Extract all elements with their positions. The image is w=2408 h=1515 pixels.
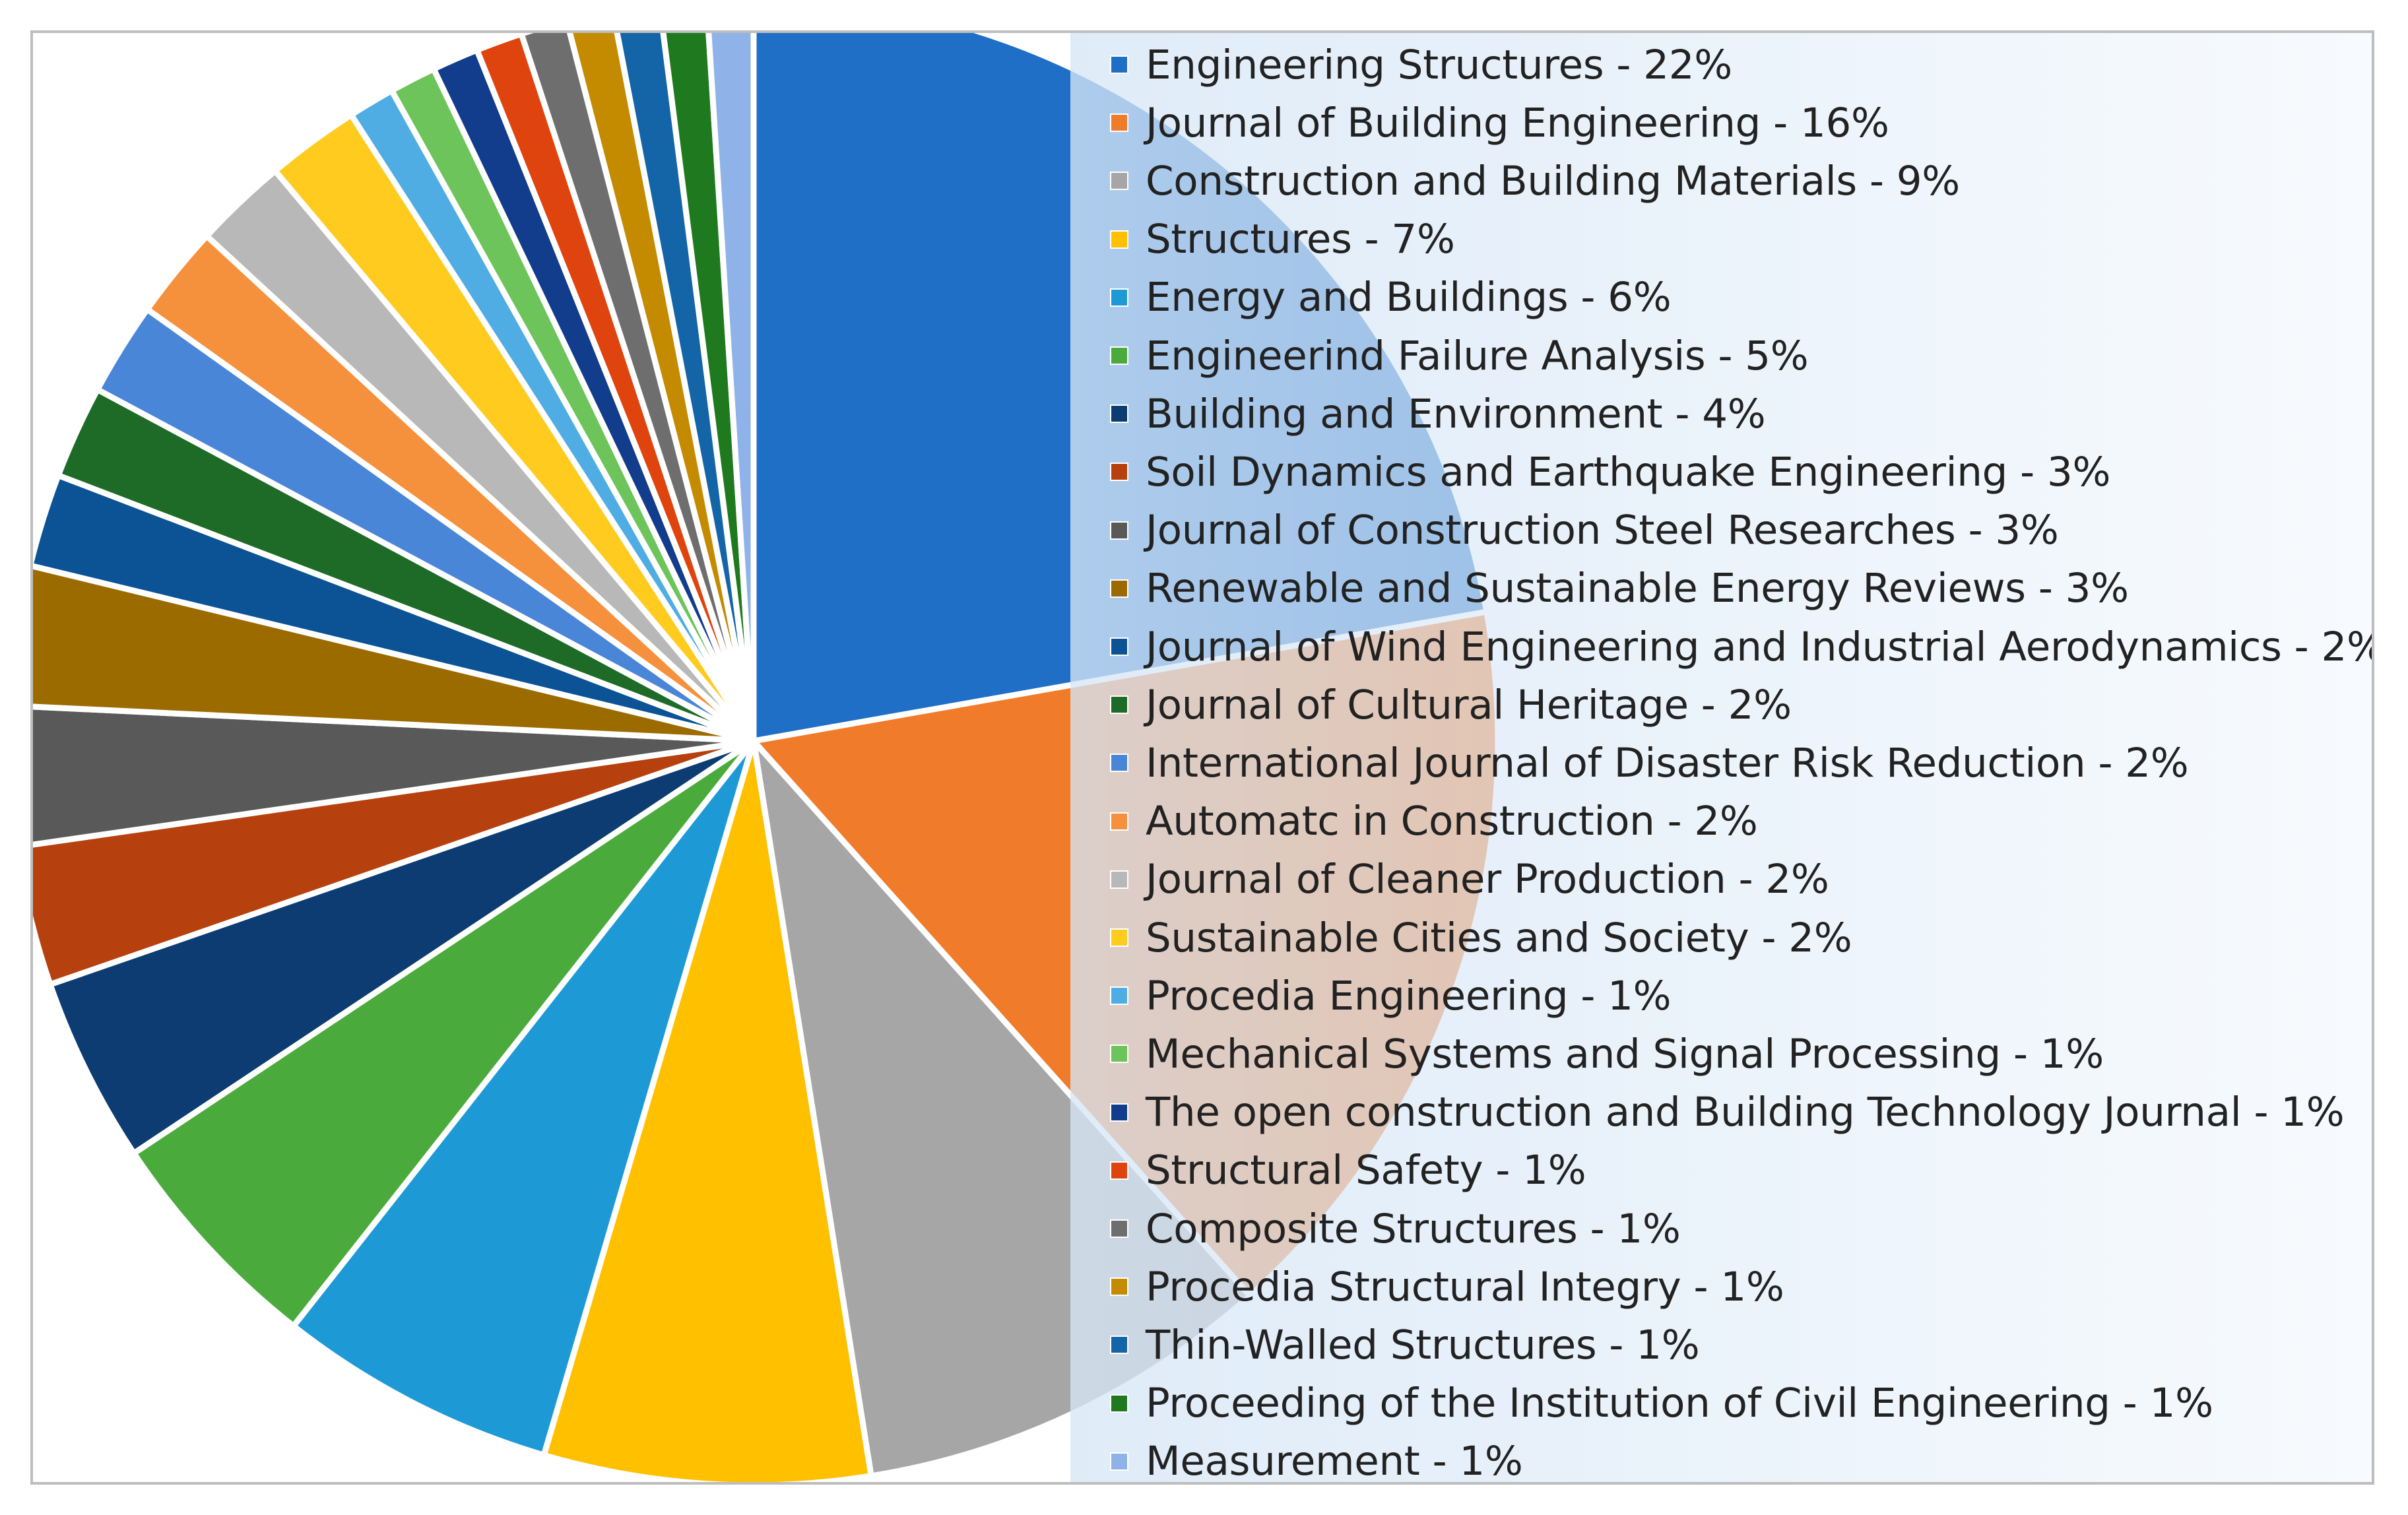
- legend-label: Journal of Cleaner Production - 2%: [1146, 856, 1829, 903]
- pie-slice-8: [33, 738, 757, 988]
- legend-swatch: [1110, 1161, 1128, 1180]
- legend-item-1: Engineering Structures - 22%: [1110, 36, 1732, 94]
- pie-slice-4: [540, 738, 874, 1482]
- legend-item-12: Journal of Cultural Heritage - 2%: [1110, 676, 1792, 734]
- legend-swatch: [1110, 521, 1128, 540]
- legend-item-9: Journal of Construction Steel Researches…: [1110, 501, 2059, 560]
- pie-slice-22: [566, 33, 757, 744]
- chart-frame: Engineering Structures - 22% Journal of B…: [30, 30, 2374, 1485]
- pie-slice-9: [33, 703, 757, 848]
- legend-swatch: [1110, 1103, 1128, 1122]
- legend-swatch: [1110, 986, 1128, 1006]
- legend-item-2: Journal of Building Engineering - 16%: [1110, 94, 1889, 152]
- legend-item-11: Journal of Wind Engineering and Industri…: [1110, 618, 2374, 676]
- legend-item-13: International Journal of Disaster Risk R…: [1110, 734, 2189, 792]
- legend-item-10: Renewable and Sustainable Energy Reviews…: [1110, 560, 2129, 618]
- legend-item-7: Building and Environment - 4%: [1110, 385, 1766, 443]
- legend-label: International Journal of Disaster Risk R…: [1146, 739, 2189, 787]
- pie-slice-6: [131, 738, 757, 1330]
- legend-swatch: [1110, 404, 1128, 424]
- legend-label: Renewable and Sustainable Energy Reviews…: [1146, 565, 2129, 612]
- legend-label: Engineerind Failure Analysis - 5%: [1146, 332, 1809, 379]
- legend-label: Composite Structures - 1%: [1146, 1205, 1681, 1252]
- legend-swatch: [1110, 1219, 1128, 1238]
- legend-swatch: [1110, 230, 1128, 249]
- legend-label: Soil Dynamics and Earthquake Engineering…: [1146, 448, 2111, 496]
- legend-label: Proceeding of the Institution of Civil E…: [1146, 1380, 2213, 1427]
- legend-swatch: [1110, 754, 1128, 773]
- legend-label: Mechanical Systems and Signal Processing…: [1146, 1030, 2104, 1078]
- pie-chart: [33, 33, 1501, 1482]
- legend-label: Structural Safety - 1%: [1146, 1147, 1586, 1194]
- legend-item-21: Composite Structures - 1%: [1110, 1200, 1681, 1258]
- legend-item-16: Sustainable Cities and Society - 2%: [1110, 909, 1852, 967]
- legend-swatch: [1110, 463, 1128, 482]
- legend-swatch: [1110, 637, 1128, 656]
- legend-label: Procedia Engineering - 1%: [1146, 972, 1672, 1019]
- legend-swatch: [1110, 1394, 1128, 1413]
- legend-item-3: Construction and Building Materials - 9%: [1110, 152, 1960, 210]
- pie-slice-5: [290, 738, 757, 1458]
- legend-label: Procedia Structural Integry - 1%: [1146, 1263, 1784, 1310]
- legend-swatch: [1110, 346, 1128, 365]
- legend-swatch: [1110, 1045, 1128, 1064]
- legend-label: Journal of Wind Engineering and Industri…: [1146, 623, 2374, 670]
- legend-swatch: [1110, 579, 1128, 598]
- legend-item-20: Structural Safety - 1%: [1110, 1142, 1586, 1200]
- pie-slice-21: [518, 33, 757, 744]
- legend-swatch: [1110, 288, 1128, 307]
- legend-item-15: Journal of Cleaner Production - 2%: [1110, 851, 1829, 909]
- legend-swatch: [1110, 1336, 1128, 1355]
- legend-label: Journal of Building Engineering - 16%: [1146, 99, 1889, 146]
- pie-slice-23: [614, 33, 757, 744]
- legend-label: Building and Environment - 4%: [1146, 390, 1766, 437]
- legend-item-17: Procedia Engineering - 1%: [1110, 967, 1672, 1025]
- legend-item-23: Thin-Walled Structures - 1%: [1110, 1316, 1700, 1374]
- legend-label: Structures - 7%: [1146, 216, 1455, 263]
- legend-item-19: The open construction and Building Techn…: [1110, 1083, 2345, 1142]
- legend-item-14: Automatc in Construction - 2%: [1110, 792, 1758, 851]
- legend-item-4: Structures - 7%: [1110, 210, 1455, 269]
- pie-slice-25: [705, 33, 757, 744]
- pie-slice-7: [47, 738, 757, 1157]
- legend-label: Engineering Structures - 22%: [1146, 41, 1732, 88]
- legend-label: Thin-Walled Structures - 1%: [1146, 1321, 1700, 1369]
- legend-label: Energy and Buildings - 6%: [1146, 274, 1672, 321]
- legend-swatch: [1110, 695, 1128, 715]
- legend-label: The open construction and Building Techn…: [1146, 1089, 2345, 1136]
- legend-label: Measurement - 1%: [1146, 1438, 1523, 1485]
- pie-slice-24: [660, 33, 757, 744]
- legend-item-22: Procedia Structural Integry - 1%: [1110, 1258, 1784, 1316]
- legend-item-8: Soil Dynamics and Earthquake Engineering…: [1110, 443, 2110, 501]
- legend-label: Journal of Construction Steel Researches…: [1146, 507, 2059, 554]
- legend: Engineering Structures - 22% Journal of B…: [1070, 33, 2374, 1485]
- legend-swatch: [1110, 928, 1128, 947]
- legend-label: Construction and Building Materials - 9%: [1146, 157, 1960, 205]
- legend-swatch: [1110, 1277, 1128, 1297]
- legend-swatch: [1110, 172, 1128, 191]
- legend-item-5: Energy and Buildings - 6%: [1110, 269, 1672, 327]
- legend-swatch: [1110, 870, 1128, 889]
- legend-label: Automatc in Construction - 2%: [1146, 798, 1758, 845]
- legend-swatch: [1110, 1452, 1128, 1471]
- legend-swatch: [1110, 113, 1128, 133]
- legend-item-25: Measurement - 1%: [1110, 1433, 1523, 1485]
- legend-item-24: Proceeding of the Institution of Civil E…: [1110, 1374, 2213, 1433]
- legend-swatch: [1110, 812, 1128, 831]
- legend-label: Sustainable Cities and Society - 2%: [1146, 914, 1852, 961]
- legend-swatch: [1110, 55, 1128, 74]
- legend-item-6: Engineerind Failure Analysis - 5%: [1110, 327, 1809, 385]
- legend-item-18: Mechanical Systems and Signal Processing…: [1110, 1025, 2104, 1083]
- legend-label: Journal of Cultural Heritage - 2%: [1146, 681, 1792, 728]
